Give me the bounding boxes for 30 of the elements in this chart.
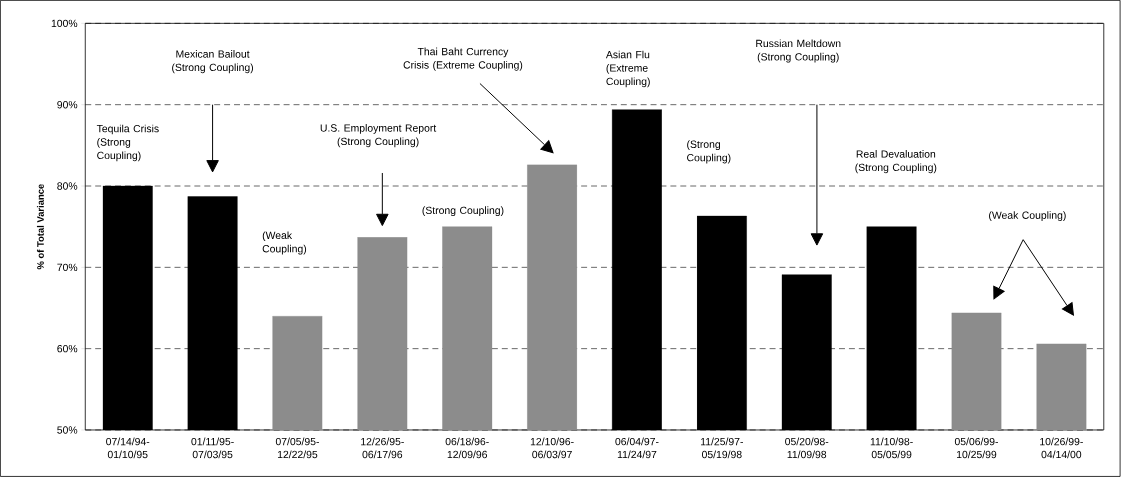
y-tick-label: 100% bbox=[51, 19, 78, 28]
x-tick-label: 12/10/96-06/03/97 bbox=[530, 437, 574, 459]
x-tick-label: 06/04/97-11/24/97 bbox=[615, 437, 659, 459]
y-tick-label: 60% bbox=[57, 345, 78, 353]
annotation: Real Devaluation (Strong Coupling) bbox=[855, 150, 937, 174]
annotation: U.S. Employment Report (Strong Coupling) bbox=[320, 124, 437, 148]
y-tick-label: 70% bbox=[57, 263, 78, 272]
annotation: Tequila Crisis (Strong Coupling) bbox=[96, 124, 159, 162]
annotation: (Weak Coupling) bbox=[262, 231, 307, 255]
x-tick-label: 06/18/96-12/09/96 bbox=[445, 437, 489, 459]
y-tick-label: 80% bbox=[57, 182, 78, 190]
x-tick-label: 05/20/98-11/09/98 bbox=[785, 437, 829, 459]
annotation: Asian Flu (Extreme Coupling) bbox=[605, 50, 650, 88]
x-tick-label: 11/25/97-05/19/98 bbox=[701, 437, 743, 459]
y-tick-label: 90% bbox=[57, 101, 78, 109]
x-tick-label: 12/26/95-06/17/96 bbox=[361, 437, 404, 459]
y-tick-label: 50% bbox=[57, 426, 78, 434]
x-tick-label: 07/14/94-01/10/95 bbox=[106, 437, 150, 459]
x-tick-label: 05/06/99-10/25/99 bbox=[954, 437, 998, 459]
x-tick-label: 10/26/99-04/14/00 bbox=[1040, 437, 1083, 459]
y-axis-title: % of Total Variance bbox=[36, 184, 44, 270]
annotation: (Weak Coupling) bbox=[989, 211, 1066, 222]
x-tick-label: 07/05/95-12/22/95 bbox=[275, 437, 319, 459]
annotation: Thai Baht Currency Crisis (Extreme Coupling) bbox=[403, 47, 523, 71]
annotation: Mexican Bailout (Strong Coupling) bbox=[172, 50, 254, 74]
annotation: (Strong Coupling) bbox=[687, 140, 731, 164]
annotation: Russian Meltdown (Strong Coupling) bbox=[756, 39, 841, 63]
annotation: (Strong Coupling) bbox=[422, 206, 504, 217]
x-tick-label: 11/10/98-05/05/99 bbox=[870, 437, 913, 459]
x-tick-label: 01/11/95-07/03/95 bbox=[191, 437, 234, 459]
